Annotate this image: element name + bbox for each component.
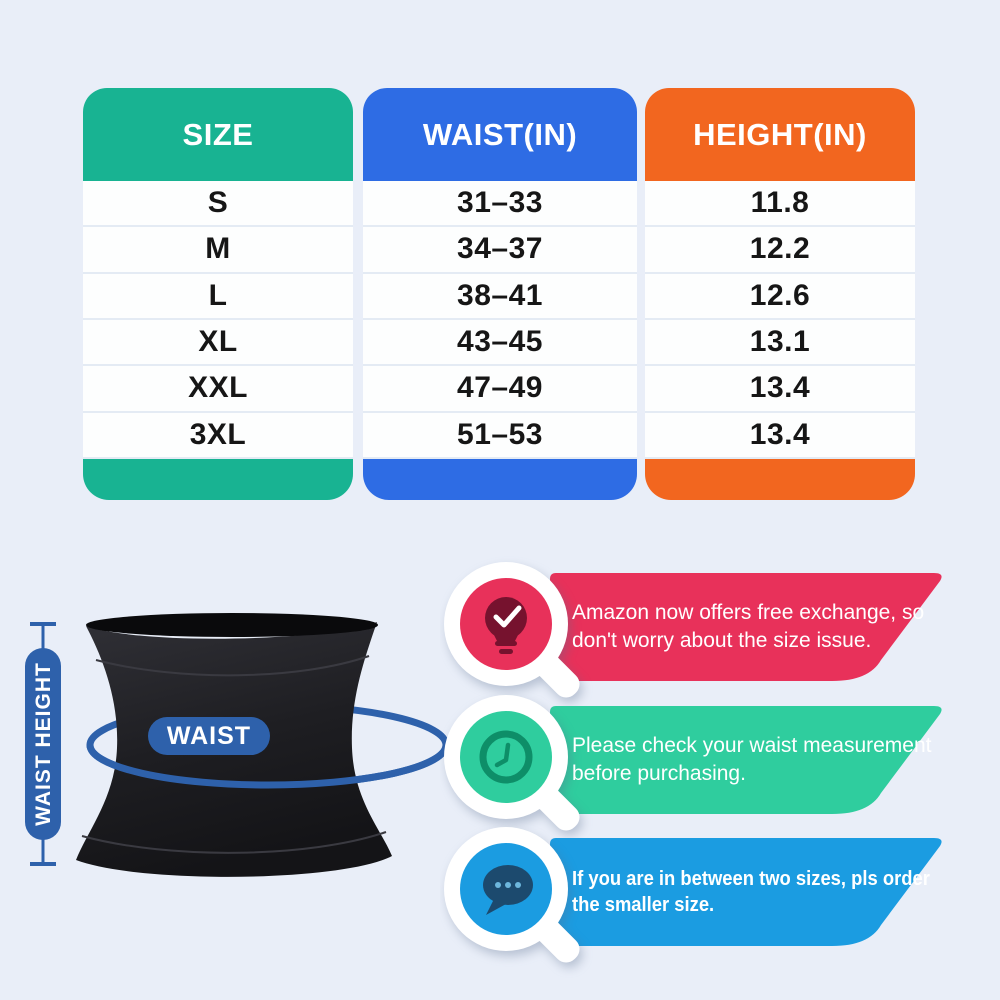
table-cell: 43–45 [363,320,637,367]
size-table-column-height: HEIGHT(IN) 11.8 12.2 12.6 13.1 13.4 13.4 [645,88,915,500]
table-cell: L [83,274,353,320]
size-column-body: S M L XL XXL 3XL [83,181,353,459]
callout-graphic [444,827,942,963]
callout-banner [550,706,942,814]
table-cell: XXL [83,366,353,413]
waist-height-ruler: WAIST HEIGHT [18,614,78,876]
callout-graphic [444,695,942,831]
height-column-body: 11.8 12.2 12.6 13.1 13.4 13.4 [645,181,915,459]
callout-between-sizes: If you are in between two sizes, pls ord… [440,815,962,980]
column-header-size: SIZE [83,88,353,181]
waist-column-body: 31–33 34–37 38–41 43–45 47–49 51–53 [363,181,637,459]
column-header-height-label: HEIGHT(IN) [693,116,867,152]
corset-stitch-top [95,655,370,677]
table-cell: 12.6 [645,274,915,320]
callout-text: Please check your waist measurement befo… [572,734,932,785]
callout-banner [550,838,942,946]
table-cell: XL [83,320,353,367]
size-column-footer [83,459,353,500]
callout-banner [550,573,942,681]
table-cell: 13.4 [645,413,915,459]
column-header-size-label: SIZE [182,116,254,152]
waist-label-pill: WAIST [148,717,270,755]
size-table: SIZE S M L XL XXL 3XL WAIST(IN) 31–33 34… [83,88,915,500]
size-table-column-size: SIZE S M L XL XXL 3XL [83,88,353,500]
waist-height-label: WAIST HEIGHT [32,662,55,826]
ruler-capsule [25,648,61,840]
table-cell: S [83,181,353,228]
table-cell: 11.8 [645,181,915,228]
table-cell: 38–41 [363,274,637,320]
height-ruler-graphic: WAIST HEIGHT [25,622,61,866]
corset-opening [86,613,378,637]
callout-graphic [444,562,942,698]
column-header-waist: WAIST(IN) [363,88,637,181]
callout-text: Amazon now offers free exchange, so don'… [572,601,925,652]
callout-check-measurement: Please check your waist measurement befo… [440,683,962,848]
table-cell: 47–49 [363,366,637,413]
table-cell: 13.1 [645,320,915,367]
corset-stitch-bottom [81,831,387,854]
measure-tape-front [86,741,450,789]
callout-text: If you are in between two sizes, pls ord… [572,867,930,916]
lightbulb-check-icon [485,597,527,654]
column-header-waist-label: WAIST(IN) [422,116,578,152]
chat-dots-icon [483,865,533,915]
table-cell: 3XL [83,413,353,459]
table-cell: 31–33 [363,181,637,228]
table-cell: 34–37 [363,227,637,274]
callout-free-exchange: Amazon now offers free exchange, so don'… [440,550,962,715]
waist-label: WAIST [166,721,252,750]
clock-icon [479,730,533,784]
height-column-footer [645,459,915,500]
column-header-height: HEIGHT(IN) [645,88,915,181]
size-table-column-waist: WAIST(IN) 31–33 34–37 38–41 43–45 47–49 … [363,88,637,500]
waist-column-footer [363,459,637,500]
table-cell: M [83,227,353,274]
table-cell: 13.4 [645,366,915,413]
table-cell: 51–53 [363,413,637,459]
table-cell: 12.2 [645,227,915,274]
